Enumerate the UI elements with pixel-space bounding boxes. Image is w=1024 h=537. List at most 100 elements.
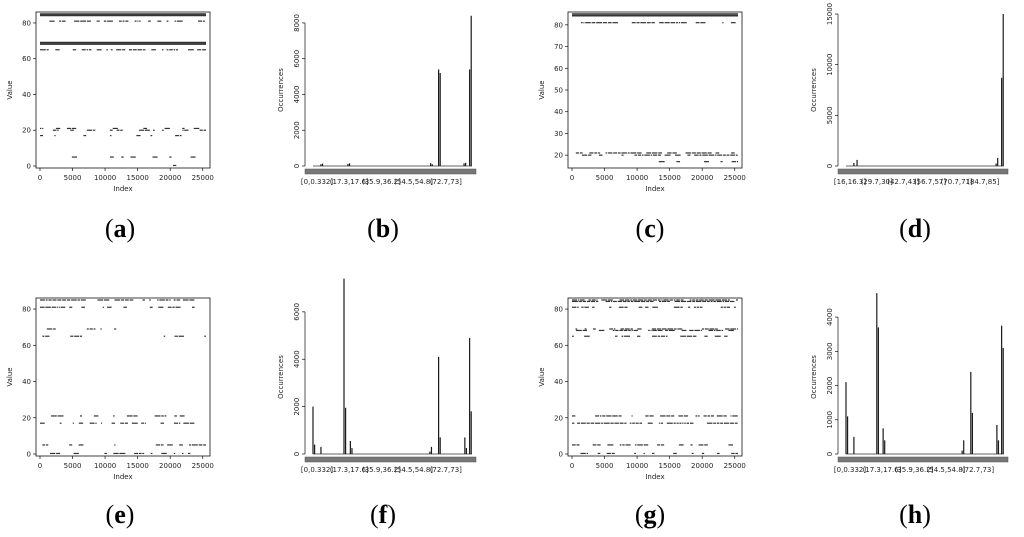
y-tick-label: 0 [826,452,834,456]
x-axis-label: Index [113,473,132,481]
x-axis-label: Index [645,185,664,193]
panel-caption: (g) [635,500,665,529]
x-tick-label: 5000 [64,462,82,470]
y-tick-label: 80 [22,19,31,27]
panel-c: 0 5000 10000 15000 20000 25000 20 30 40 50 60 70 80 I… [538,11,746,243]
y-tick-label: 0 [826,164,834,168]
x-tick-label: 15000 [127,174,149,182]
y-tick-label: 60 [22,342,31,350]
x-tick-label: 20000 [691,174,713,182]
panel-caption: (c) [636,214,665,243]
y-tick-label: 60 [554,65,563,73]
panel-caption-letter: d [908,214,923,243]
x-tick-strip [837,168,1009,175]
panel-e: 0 5000 10000 15000 20000 25000 0 20 40 60 80 Index V… [6,297,214,529]
x-tick-label: (35.9,36.2] [895,466,934,474]
panel-caption-letter: e [114,500,126,529]
x-tick-label: (70.7,71] [941,178,973,186]
plot-frame [35,297,211,457]
panel-caption: (h) [899,500,931,529]
y-tick-label: 8000 [293,14,301,32]
y-tick-label: 6000 [293,50,301,68]
x-axis-label: Index [645,473,664,481]
x-tick-label: (35.9,36.2] [362,178,401,186]
x-tick-label: 0 [38,462,42,470]
y-tick-label: 20 [554,152,563,160]
y-tick-label: 70 [554,43,563,51]
x-tick-label: (54.5,54.8] [927,466,966,474]
y-tick-label: 40 [22,91,31,99]
y-tick-label: 40 [554,378,563,386]
x-tick-label: 5000 [596,462,614,470]
y-tick-label: 40 [554,108,563,116]
x-tick-label: 0 [38,174,42,182]
x-tick-label: (42.7,43] [887,178,919,186]
y-tick-label: 0 [293,164,301,168]
y-tick-label: 1000 [826,411,834,429]
plot-frame [35,11,211,169]
panel-caption: (f) [370,500,396,529]
x-tick-label: [0,0.332] [834,466,866,474]
y-tick-label: 6000 [293,303,301,321]
y-tick-label: 4000 [293,350,301,368]
x-tick-label: 25000 [192,462,214,470]
panel-f: 0 2000 4000 6000 Occurrences [0,0.332](17.3,1… [277,278,477,529]
x-tick-label: [0,0.332] [301,466,333,474]
x-tick-label: 25000 [724,462,746,470]
x-tick-strip [837,456,1009,463]
x-tick-label: [0,0.332] [301,178,333,186]
x-tick-label: (17.3,17.6] [330,178,369,186]
y-tick-label: 20 [22,414,31,422]
x-tick-label: 20000 [159,174,181,182]
y-tick-label: 0 [27,163,31,171]
panel-caption: (a) [105,214,135,243]
panel-a: 0 5000 10000 15000 20000 25000 0 20 40 60 80 Index V… [6,11,214,243]
y-tick-label: 10000 [826,54,834,76]
y-tick-label: 3000 [826,342,834,360]
y-tick-label: 2000 [293,121,301,139]
x-tick-label: (84.7,85] [967,178,999,186]
x-tick-label: 10000 [626,174,648,182]
y-axis-label: Value [538,367,546,386]
panel-h: 0 1000 2000 3000 4000 Occurrences [0,0.332](17… [810,293,1009,529]
panel-caption-letter: b [376,214,390,243]
x-tick-label: 15000 [127,462,149,470]
y-axis-label: Occurrences [810,355,818,399]
y-tick-label: 80 [554,306,563,314]
panel-caption-letter: f [379,500,388,529]
y-tick-label: 0 [293,452,301,456]
x-tick-label: 25000 [192,174,214,182]
panel-d: 0 5000 10000 15000 Occurrences [16,16.3](29.7… [810,3,1009,243]
x-tick-label: 0 [570,462,574,470]
y-tick-label: 15000 [826,3,834,25]
y-axis-label: Occurrences [277,355,285,399]
y-axis-label: Value [6,80,14,99]
x-tick-label: 10000 [626,462,648,470]
x-tick-strip [304,456,477,463]
x-tick-label: (72.7,73] [962,466,994,474]
panel-g: 0 5000 10000 15000 20000 25000 0 20 40 60 80 Index V… [538,297,746,529]
x-axis-label: Index [113,185,132,193]
plot-frame [567,297,743,457]
x-tick-label: 15000 [659,462,681,470]
y-tick-label: 4000 [826,308,834,326]
y-tick-label: 80 [22,306,31,314]
y-tick-label: 20 [554,414,563,422]
x-tick-label: 20000 [691,462,713,470]
x-tick-label: (29.7,30] [861,178,893,186]
y-tick-label: 20 [22,127,31,135]
x-tick-label: 10000 [94,462,116,470]
x-tick-label: (35.9,36.2] [362,466,401,474]
x-tick-label: 25000 [724,174,746,182]
x-tick-strip [304,168,477,175]
x-tick-label: 0 [570,174,574,182]
x-tick-label: [16,16.3] [834,178,866,186]
x-tick-label: (17.3,17.6] [330,466,369,474]
x-tick-label: 10000 [94,174,116,182]
y-axis-label: Value [6,367,14,386]
panel-caption-letter: c [644,214,656,243]
x-tick-label: (72.7,73] [430,178,462,186]
panel-caption: (b) [367,214,399,243]
y-tick-label: 30 [554,130,563,138]
